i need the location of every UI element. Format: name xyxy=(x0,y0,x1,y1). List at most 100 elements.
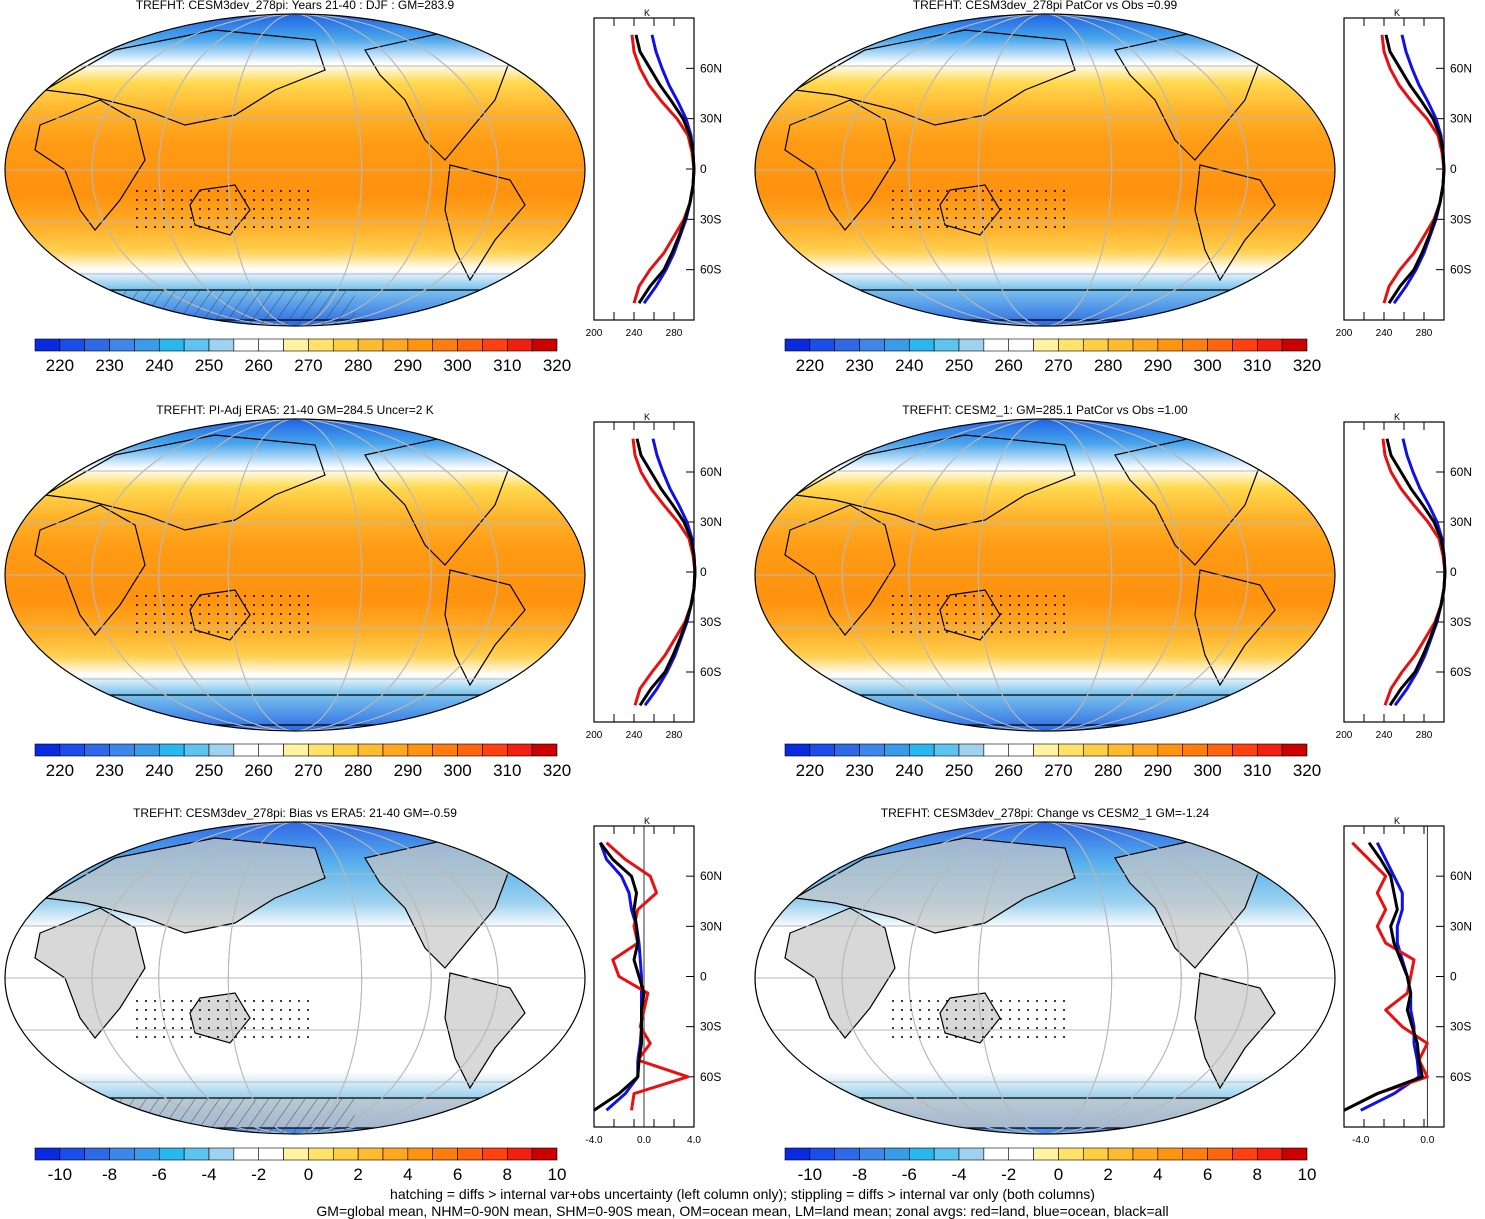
all-zonal-line xyxy=(634,34,696,305)
colorbar-swatch xyxy=(784,1147,811,1161)
colorbar-swatch xyxy=(1132,338,1159,352)
colorbar-swatch xyxy=(308,338,334,352)
colorbar-tick-label: 240 xyxy=(895,356,923,375)
lat-tick-label: 60N xyxy=(1450,465,1472,479)
colorbar-swatch xyxy=(1281,743,1308,757)
colorbar-tick-label: 300 xyxy=(1193,356,1221,375)
panel-title: TREFHT: CESM3dev_278pi: Bias vs ERA5: 21… xyxy=(133,806,457,820)
colorbar-swatch xyxy=(1256,743,1283,757)
colorbar-swatch xyxy=(983,743,1010,757)
colorbar-tick-label: 270 xyxy=(1044,356,1072,375)
colorbar-swatch xyxy=(1132,743,1159,757)
longitude-line xyxy=(841,822,1249,1134)
colorbar-tick-label: 230 xyxy=(845,761,873,780)
coastlines xyxy=(34,434,537,726)
footer-line-1: hatching = diffs > internal var+obs unce… xyxy=(390,1186,1095,1202)
colorbar-swatch xyxy=(933,1147,960,1161)
zonal-xtick-label: 200 xyxy=(586,730,603,741)
lat-tick-label: 60S xyxy=(700,263,721,277)
colorbar-swatch xyxy=(332,338,359,352)
colorbar-swatch xyxy=(109,743,135,757)
colorbar-swatch xyxy=(784,743,811,757)
zonal-plot: 60N 30N 0 30S 60S K 200 240 280 xyxy=(1336,412,1472,741)
map-outline xyxy=(754,418,1336,732)
colorbar-tick-label: 8 xyxy=(503,1165,512,1184)
all-zonal-line xyxy=(635,438,697,707)
colorbar-tick-label: 310 xyxy=(493,761,521,780)
colorbar-swatch xyxy=(1157,338,1184,352)
colorbar-swatch xyxy=(308,1147,334,1161)
colorbar-tick-label: 320 xyxy=(543,761,571,780)
colorbar-swatch xyxy=(834,1147,860,1161)
zonal-xtick-label: 280 xyxy=(666,328,683,339)
colorbar-swatch xyxy=(84,743,110,757)
colorbar-tick-label: 260 xyxy=(995,761,1023,780)
colorbar-tick-label: -8 xyxy=(852,1165,867,1184)
lat-tick-label: 60S xyxy=(700,665,721,679)
colorbar-tick-label: 310 xyxy=(1243,761,1271,780)
colorbar-tick-label: 310 xyxy=(1243,356,1271,375)
panel-title: TREFHT: CESM2_1: GM=285.1 PatCor vs Obs … xyxy=(902,403,1188,417)
colorbar-tick-label: 320 xyxy=(1293,356,1321,375)
colorbar-swatch xyxy=(1058,338,1084,352)
map-area xyxy=(5,822,585,1134)
zonal-unit-label: K xyxy=(1394,8,1400,18)
lat-tick-label: 60N xyxy=(1450,61,1472,75)
colorbar-swatch xyxy=(183,1147,210,1161)
colorbar-tick-label: 320 xyxy=(1293,761,1321,780)
colorbar-swatch xyxy=(382,743,409,757)
colorbar-swatch xyxy=(809,338,836,352)
longitude-line xyxy=(908,14,1182,326)
colorbar-tick-label: 10 xyxy=(1298,1165,1317,1184)
colorbar-swatch xyxy=(34,1147,61,1161)
coastlines xyxy=(34,29,537,321)
lat-tick-label: 60S xyxy=(1450,1070,1471,1084)
colorbar-swatch xyxy=(34,743,61,757)
longitude-line xyxy=(841,419,1249,731)
colorbar-tick-label: 290 xyxy=(394,761,422,780)
colorbar-swatch xyxy=(933,743,960,757)
colorbar-swatch xyxy=(208,338,235,352)
colorbar-swatch xyxy=(983,338,1010,352)
colorbar-swatch xyxy=(407,338,434,352)
panel-p3: TREFHT: PI-Adj ERA5: 21-40 GM=284.5 Unce… xyxy=(4,403,722,780)
colorbar-swatch xyxy=(382,1147,409,1161)
stippling xyxy=(885,595,1065,635)
zonal-xtick-label: -4.0 xyxy=(1352,1135,1370,1146)
zonal-xtick-label: 280 xyxy=(1416,328,1433,339)
longitude-line xyxy=(91,822,499,1134)
colorbar-swatch xyxy=(884,743,910,757)
colorbar-tick-label: 240 xyxy=(145,761,173,780)
longitude-line xyxy=(977,14,1113,326)
colorbar-swatch xyxy=(859,1147,885,1161)
lat-tick-label: 0 xyxy=(1450,565,1457,579)
colorbar-swatch xyxy=(1207,1147,1233,1161)
colorbar-tick-label: 4 xyxy=(1153,1165,1162,1184)
longitude-line xyxy=(227,14,363,326)
zonal-unit-label: K xyxy=(644,8,650,18)
stippling xyxy=(135,190,315,230)
colorbar-swatch xyxy=(884,1147,910,1161)
land-zonal-line xyxy=(631,438,697,706)
colorbar-tick-label: 220 xyxy=(46,356,74,375)
longitude-line xyxy=(977,822,1113,1134)
colorbar-tick-label: 250 xyxy=(945,356,973,375)
lat-tick-label: 0 xyxy=(1450,162,1457,176)
zonal-xtick-label: 280 xyxy=(1416,730,1433,741)
colorbar-tick-label: 260 xyxy=(245,761,273,780)
colorbar-tick-label: 270 xyxy=(1044,761,1072,780)
lat-tick-label: 30N xyxy=(700,515,722,529)
colorbar-tick-label: 300 xyxy=(443,356,471,375)
lat-tick-label: 30N xyxy=(1450,112,1472,126)
map-area xyxy=(755,822,1335,1134)
colorbar-tick-label: 220 xyxy=(796,761,824,780)
colorbar-swatch xyxy=(134,743,160,757)
colorbar-tick-label: -4 xyxy=(201,1165,216,1184)
zonal-plot: 60N 30N 0 30S 60S K 200 240 280 xyxy=(586,8,722,339)
colorbar-swatch xyxy=(1256,1147,1283,1161)
colorbar-swatch xyxy=(1058,743,1084,757)
colorbar-swatch xyxy=(1082,338,1109,352)
colorbar-swatch xyxy=(134,1147,160,1161)
colorbar-swatch xyxy=(158,743,185,757)
zonal-unit-label: K xyxy=(644,816,650,826)
